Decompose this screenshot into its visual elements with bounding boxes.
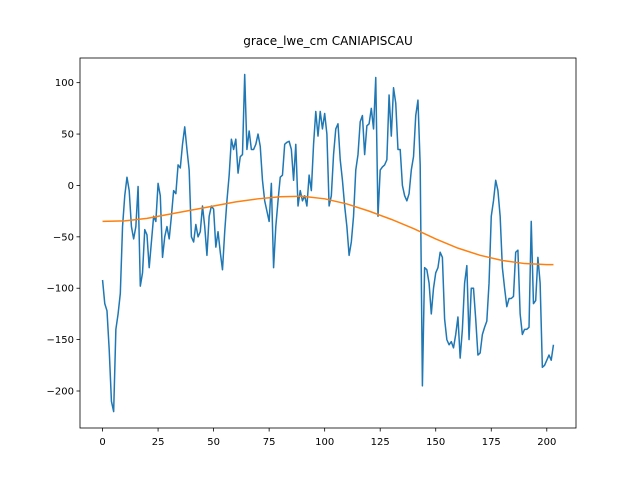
- y-tick-label: −150: [47, 335, 74, 346]
- x-tick-label: 175: [482, 437, 501, 448]
- chart-title: grace_lwe_cm CANIAPISCAU: [243, 34, 413, 48]
- series-line: [101, 73, 555, 413]
- plot-frame: [79, 57, 577, 429]
- y-tick-label: 0: [68, 181, 74, 192]
- x-tick-label: 200: [537, 437, 556, 448]
- y-tick-label: −200: [47, 387, 74, 398]
- x-tick-label: 25: [152, 437, 165, 448]
- x-tick-label: 75: [263, 437, 276, 448]
- x-tick-label: 125: [371, 437, 390, 448]
- y-tick-label: 50: [61, 130, 74, 141]
- x-tick-label: 0: [99, 437, 105, 448]
- y-tick-label: −50: [53, 232, 74, 243]
- x-tick-label: 50: [207, 437, 220, 448]
- series-line: [102, 195, 554, 266]
- y-tick-label: −100: [47, 284, 74, 295]
- x-tick-label: 100: [315, 437, 334, 448]
- y-tick-label: 100: [55, 78, 74, 89]
- x-tick-label: 150: [426, 437, 445, 448]
